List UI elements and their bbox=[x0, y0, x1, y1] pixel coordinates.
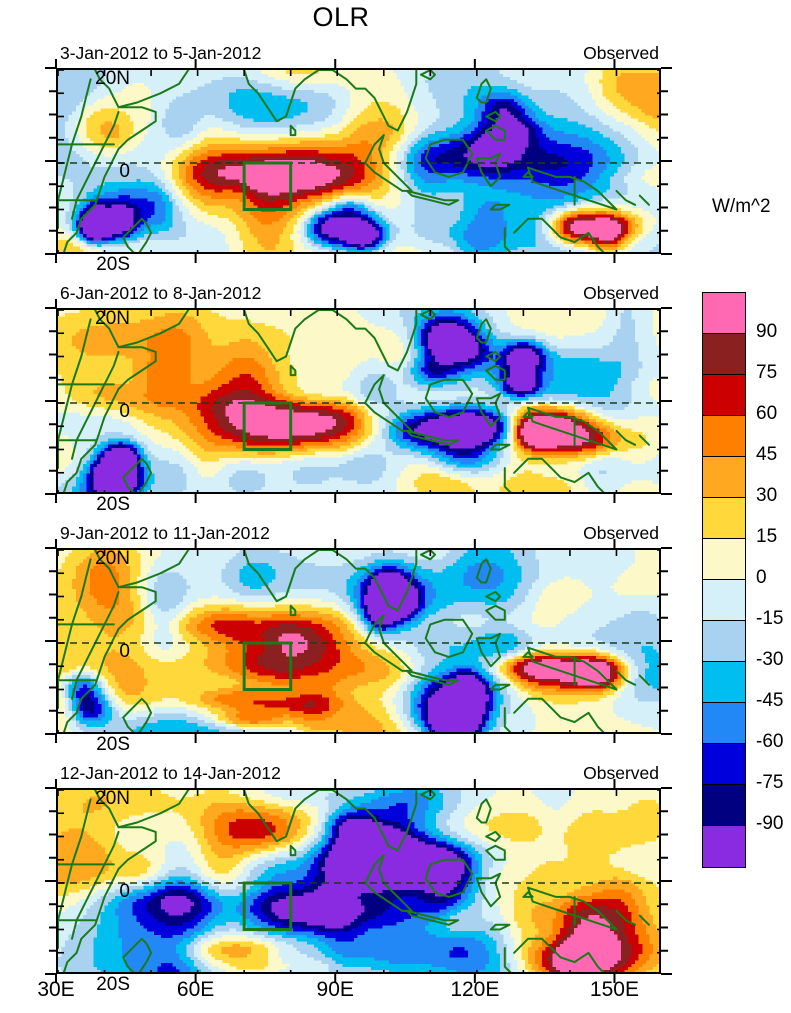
panel-date-4: 12-Jan-2012 to 14-Jan-2012 bbox=[60, 763, 281, 783]
panel-tag-3: Observed bbox=[583, 523, 659, 543]
region-box bbox=[242, 641, 293, 691]
y-tick-label: 20N bbox=[95, 68, 130, 89]
colorbar[interactable] bbox=[702, 292, 746, 868]
colorbar-tick-label: -45 bbox=[756, 690, 784, 711]
y-tick-label: 0 bbox=[119, 881, 130, 902]
panel-ticks bbox=[58, 310, 659, 492]
colorbar-tick-label: -60 bbox=[756, 731, 784, 752]
colorbar-swatch[interactable] bbox=[703, 539, 745, 580]
colorbar-swatch[interactable] bbox=[703, 826, 745, 867]
figure-title: OLR bbox=[312, 2, 370, 32]
colorbar-swatch[interactable] bbox=[703, 457, 745, 498]
panel-tag-1: Observed bbox=[583, 43, 659, 63]
colorbar-swatch[interactable] bbox=[703, 293, 745, 334]
map-panel-3[interactable]: 9-Jan-2012 to 11-Jan-2012 Observed bbox=[56, 523, 661, 734]
map-panel-4[interactable]: 12-Jan-2012 to 14-Jan-2012 Observed bbox=[56, 763, 661, 974]
panel-tag-2: Observed bbox=[583, 283, 659, 303]
colorbar-swatch[interactable] bbox=[703, 375, 745, 416]
colorbar-swatch[interactable] bbox=[703, 580, 745, 621]
x-tick-label: 30E bbox=[37, 978, 75, 1001]
colorbar-tick-label: 45 bbox=[756, 444, 778, 465]
panel-date-2: 6-Jan-2012 to 8-Jan-2012 bbox=[60, 283, 262, 303]
y-tick-label: 20S bbox=[96, 734, 130, 755]
colorbar-tick-label: 0 bbox=[756, 567, 767, 588]
colorbar-tick-label: -15 bbox=[756, 608, 784, 629]
colorbar-tick-label: 60 bbox=[756, 403, 778, 424]
colorbar-tick-label: -75 bbox=[756, 772, 784, 793]
colorbar-tick-label: 90 bbox=[756, 321, 778, 342]
colorbar-tick-label: -90 bbox=[756, 813, 784, 834]
region-box bbox=[242, 161, 293, 211]
y-tick-label: 20S bbox=[96, 254, 130, 275]
panel-tag-4: Observed bbox=[583, 763, 659, 783]
y-tick-label: 20N bbox=[95, 548, 130, 569]
map-panel-2[interactable]: 6-Jan-2012 to 8-Jan-2012 Observed bbox=[56, 283, 661, 494]
x-tick-label: 150E bbox=[589, 978, 639, 1001]
olr-contour-field bbox=[58, 550, 659, 732]
x-tick-label: 120E bbox=[450, 978, 500, 1001]
map-frame-1 bbox=[56, 68, 661, 254]
y-tick-label: 0 bbox=[119, 641, 130, 662]
x-tick-label: 60E bbox=[176, 978, 215, 1001]
colorbar-tick-label: -30 bbox=[756, 649, 784, 670]
y-tick-label: 0 bbox=[119, 401, 130, 422]
colorbar-swatch[interactable] bbox=[703, 334, 745, 375]
y-tick-label: 20N bbox=[95, 308, 130, 329]
y-tick-label: 20S bbox=[96, 494, 130, 515]
region-box bbox=[242, 881, 293, 931]
map-frame-4 bbox=[56, 788, 661, 974]
panel-ticks bbox=[58, 550, 659, 732]
map-panel-1[interactable]: 3-Jan-2012 to 5-Jan-2012 Observed bbox=[56, 43, 661, 254]
olr-contour-field bbox=[58, 70, 659, 252]
region-box bbox=[242, 401, 293, 451]
colorbar-swatch[interactable] bbox=[703, 744, 745, 785]
colorbar-tick-label: 15 bbox=[756, 526, 778, 547]
panel-ticks bbox=[58, 790, 659, 972]
colorbar-swatch[interactable] bbox=[703, 498, 745, 539]
colorbar-swatch[interactable] bbox=[703, 785, 745, 826]
panel-ticks bbox=[58, 70, 659, 252]
x-tick-label: 90E bbox=[316, 978, 354, 1001]
coastline-overlay bbox=[58, 70, 650, 252]
y-tick-label: 20S bbox=[96, 974, 130, 995]
panel-date-1: 3-Jan-2012 to 5-Jan-2012 bbox=[60, 43, 262, 63]
colorbar-units-label: W/m^2 bbox=[712, 196, 771, 217]
colorbar-tick-label: 75 bbox=[756, 362, 778, 383]
map-frame-2 bbox=[56, 308, 661, 494]
colorbar-swatch[interactable] bbox=[703, 703, 745, 744]
map-frame-3 bbox=[56, 548, 661, 734]
colorbar-swatch[interactable] bbox=[703, 621, 745, 662]
y-tick-label: 0 bbox=[119, 161, 130, 182]
colorbar-tick-label: 30 bbox=[756, 485, 778, 506]
olr-contour-field bbox=[58, 790, 659, 972]
y-tick-label: 20N bbox=[95, 788, 130, 809]
olr-contour-field bbox=[58, 310, 659, 492]
colorbar-swatch[interactable] bbox=[703, 662, 745, 703]
colorbar-swatch[interactable] bbox=[703, 416, 745, 457]
panel-date-3: 9-Jan-2012 to 11-Jan-2012 bbox=[60, 523, 270, 543]
